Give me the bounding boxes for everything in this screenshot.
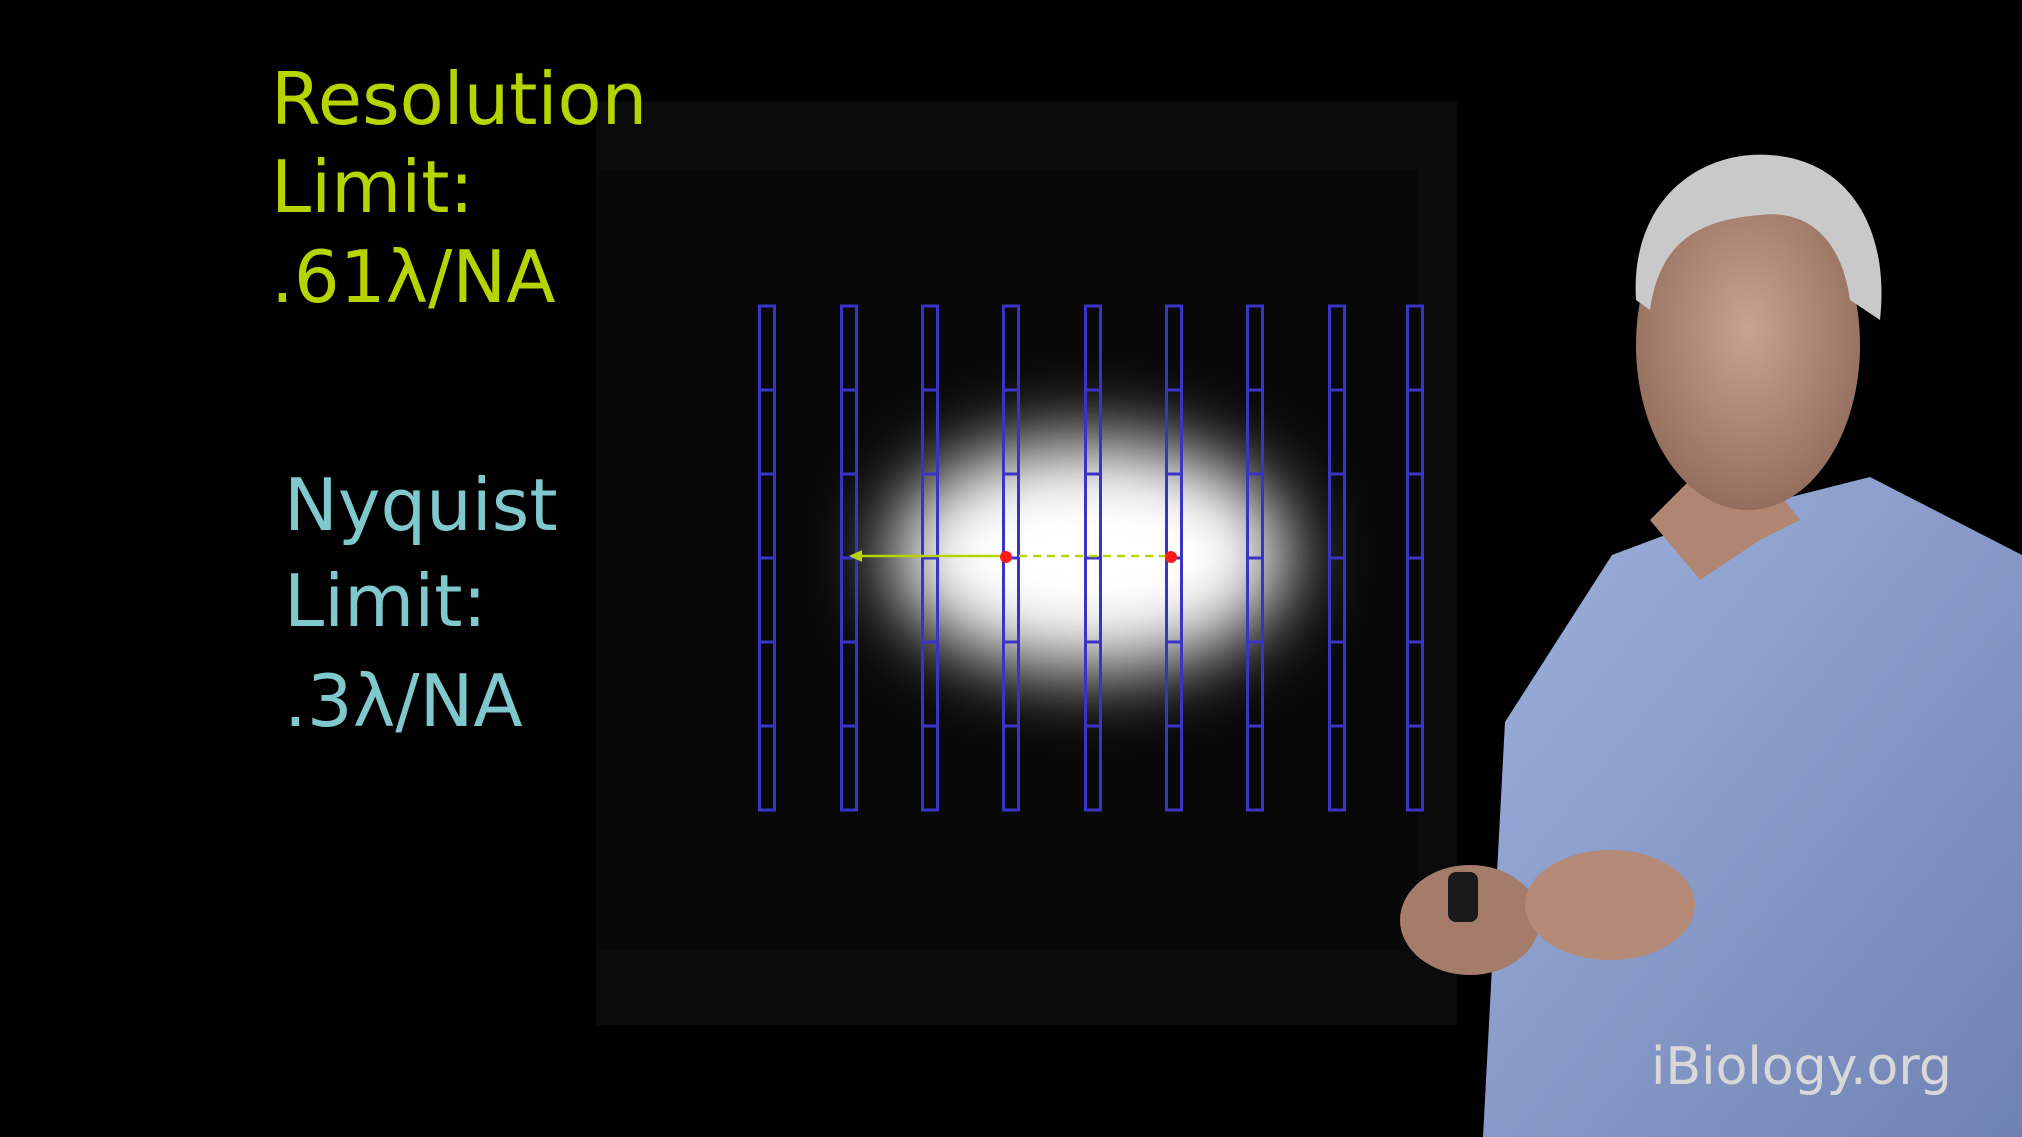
text-line: .61λ/NA bbox=[271, 235, 555, 319]
slide-panel bbox=[596, 101, 1457, 1025]
pixel bbox=[921, 724, 939, 812]
distance-arrows bbox=[849, 550, 1177, 563]
pixel bbox=[1246, 724, 1264, 812]
pixel bbox=[1165, 724, 1183, 812]
shirt bbox=[1483, 477, 2022, 1137]
point bbox=[1165, 551, 1177, 563]
pixel-columns bbox=[758, 304, 1424, 812]
text-line: Nyquist bbox=[284, 463, 558, 547]
pixel bbox=[840, 724, 858, 812]
text-line: Limit: bbox=[284, 559, 487, 643]
pixel bbox=[758, 724, 776, 812]
pixel bbox=[1328, 724, 1346, 812]
hair bbox=[1635, 154, 1882, 320]
nyquist-text: Nyquist Limit: .3λ/NA bbox=[284, 463, 558, 743]
pixel bbox=[1406, 724, 1424, 812]
text-line: Resolution bbox=[271, 57, 647, 141]
head bbox=[1636, 180, 1860, 510]
pixel bbox=[1084, 724, 1102, 812]
text-line: .3λ/NA bbox=[284, 659, 523, 743]
watermark: iBiology.org bbox=[1651, 1037, 1952, 1097]
presenter bbox=[1400, 154, 2022, 1137]
hand bbox=[1525, 850, 1695, 960]
text-line: Limit: bbox=[271, 145, 474, 229]
point bbox=[1000, 551, 1012, 563]
arrow-head bbox=[849, 550, 862, 562]
pixel bbox=[1002, 724, 1020, 812]
resolution-text: Resolution Limit: .61λ/NA bbox=[271, 57, 647, 319]
clicker bbox=[1448, 872, 1478, 922]
